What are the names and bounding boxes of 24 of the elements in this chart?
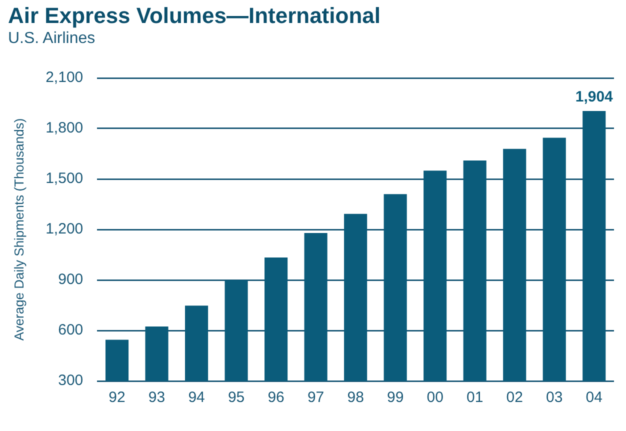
x-tick-label: 93 [148, 389, 166, 406]
y-tick-label: 1,200 [46, 220, 84, 238]
x-tick-label: 96 [268, 389, 284, 406]
y-tick-label: 900 [58, 271, 84, 288]
y-tick-label: 1,800 [46, 120, 84, 137]
x-tick-label: 00 [426, 389, 444, 406]
x-tick-label: 99 [386, 389, 404, 406]
chart-subtitle: U.S. Airlines [8, 29, 96, 49]
x-tick-label: 98 [347, 389, 364, 406]
y-tick-label: 300 [58, 372, 84, 390]
chart-title: Air Express Volumes—International [8, 3, 382, 28]
data-label: 1,904 [575, 88, 614, 106]
x-tick-label: 03 [546, 389, 563, 406]
x-tick-label: 92 [108, 389, 126, 406]
x-tick-label: 01 [466, 389, 484, 406]
x-tick-label: 04 [586, 389, 602, 406]
y-tick-label: 1,500 [46, 170, 84, 188]
y-tick-label: 600 [58, 322, 84, 339]
y-axis-title: Average Daily Shipments (Thousands) [11, 118, 26, 341]
x-tick-label: 97 [307, 389, 324, 406]
x-tick-label: 02 [506, 389, 523, 406]
x-tick-label: 95 [228, 389, 245, 406]
x-tick-label: 94 [188, 389, 205, 406]
y-tick-label: 2,100 [46, 69, 84, 86]
